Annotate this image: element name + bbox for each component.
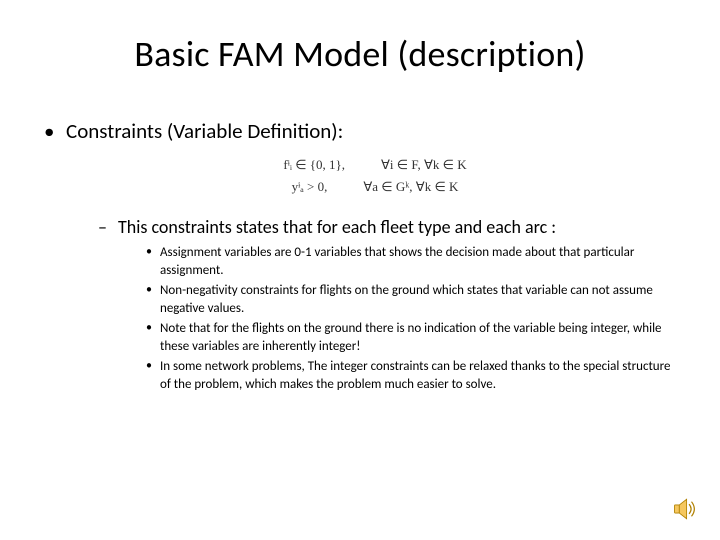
list-item: Note that for the flights on the ground … [146,320,684,355]
math-line2-left: yᶤₐ > 0, [292,176,328,198]
math-line1-left: fᶤᵢ ∈ {0, 1}, [283,154,345,176]
page-title: Basic FAM Model (description) [36,32,684,76]
lvl3-text: Non-negativity constraints for flights o… [160,283,653,316]
math-block: fᶤᵢ ∈ {0, 1}, ∀i ∈ F, ∀k ∈ K yᶤₐ > 0, ∀a… [66,154,684,198]
lvl2-text: This constraints states that for each fl… [118,216,556,238]
list-item: Assignment variables are 0-1 variables t… [146,244,684,279]
slide: Basic FAM Model (description) Constraint… [0,0,720,540]
list-item: Non-negativity constraints for flights o… [146,282,684,317]
lvl3-text: In some network problems, The integer co… [160,359,670,392]
bullet-list-lvl1: Constraints (Variable Definition): fᶤᵢ ∈… [36,118,684,394]
lvl3-text: Note that for the flights on the ground … [160,321,662,354]
speaker-icon [672,496,698,522]
bullet-list-lvl2: This constraints states that for each fl… [66,216,684,393]
math-line1-right: ∀i ∈ F, ∀k ∈ K [381,154,467,176]
list-item: This constraints states that for each fl… [98,216,684,393]
lvl3-text: Assignment variables are 0-1 variables t… [160,245,634,278]
list-item: In some network problems, The integer co… [146,358,684,393]
list-item: Constraints (Variable Definition): fᶤᵢ ∈… [44,118,684,394]
math-line2-right: ∀a ∈ Gᵏ, ∀k ∈ K [363,176,458,198]
bullet-list-lvl3: Assignment variables are 0-1 variables t… [118,244,684,393]
lvl1-text: Constraints (Variable Definition): [66,118,343,144]
